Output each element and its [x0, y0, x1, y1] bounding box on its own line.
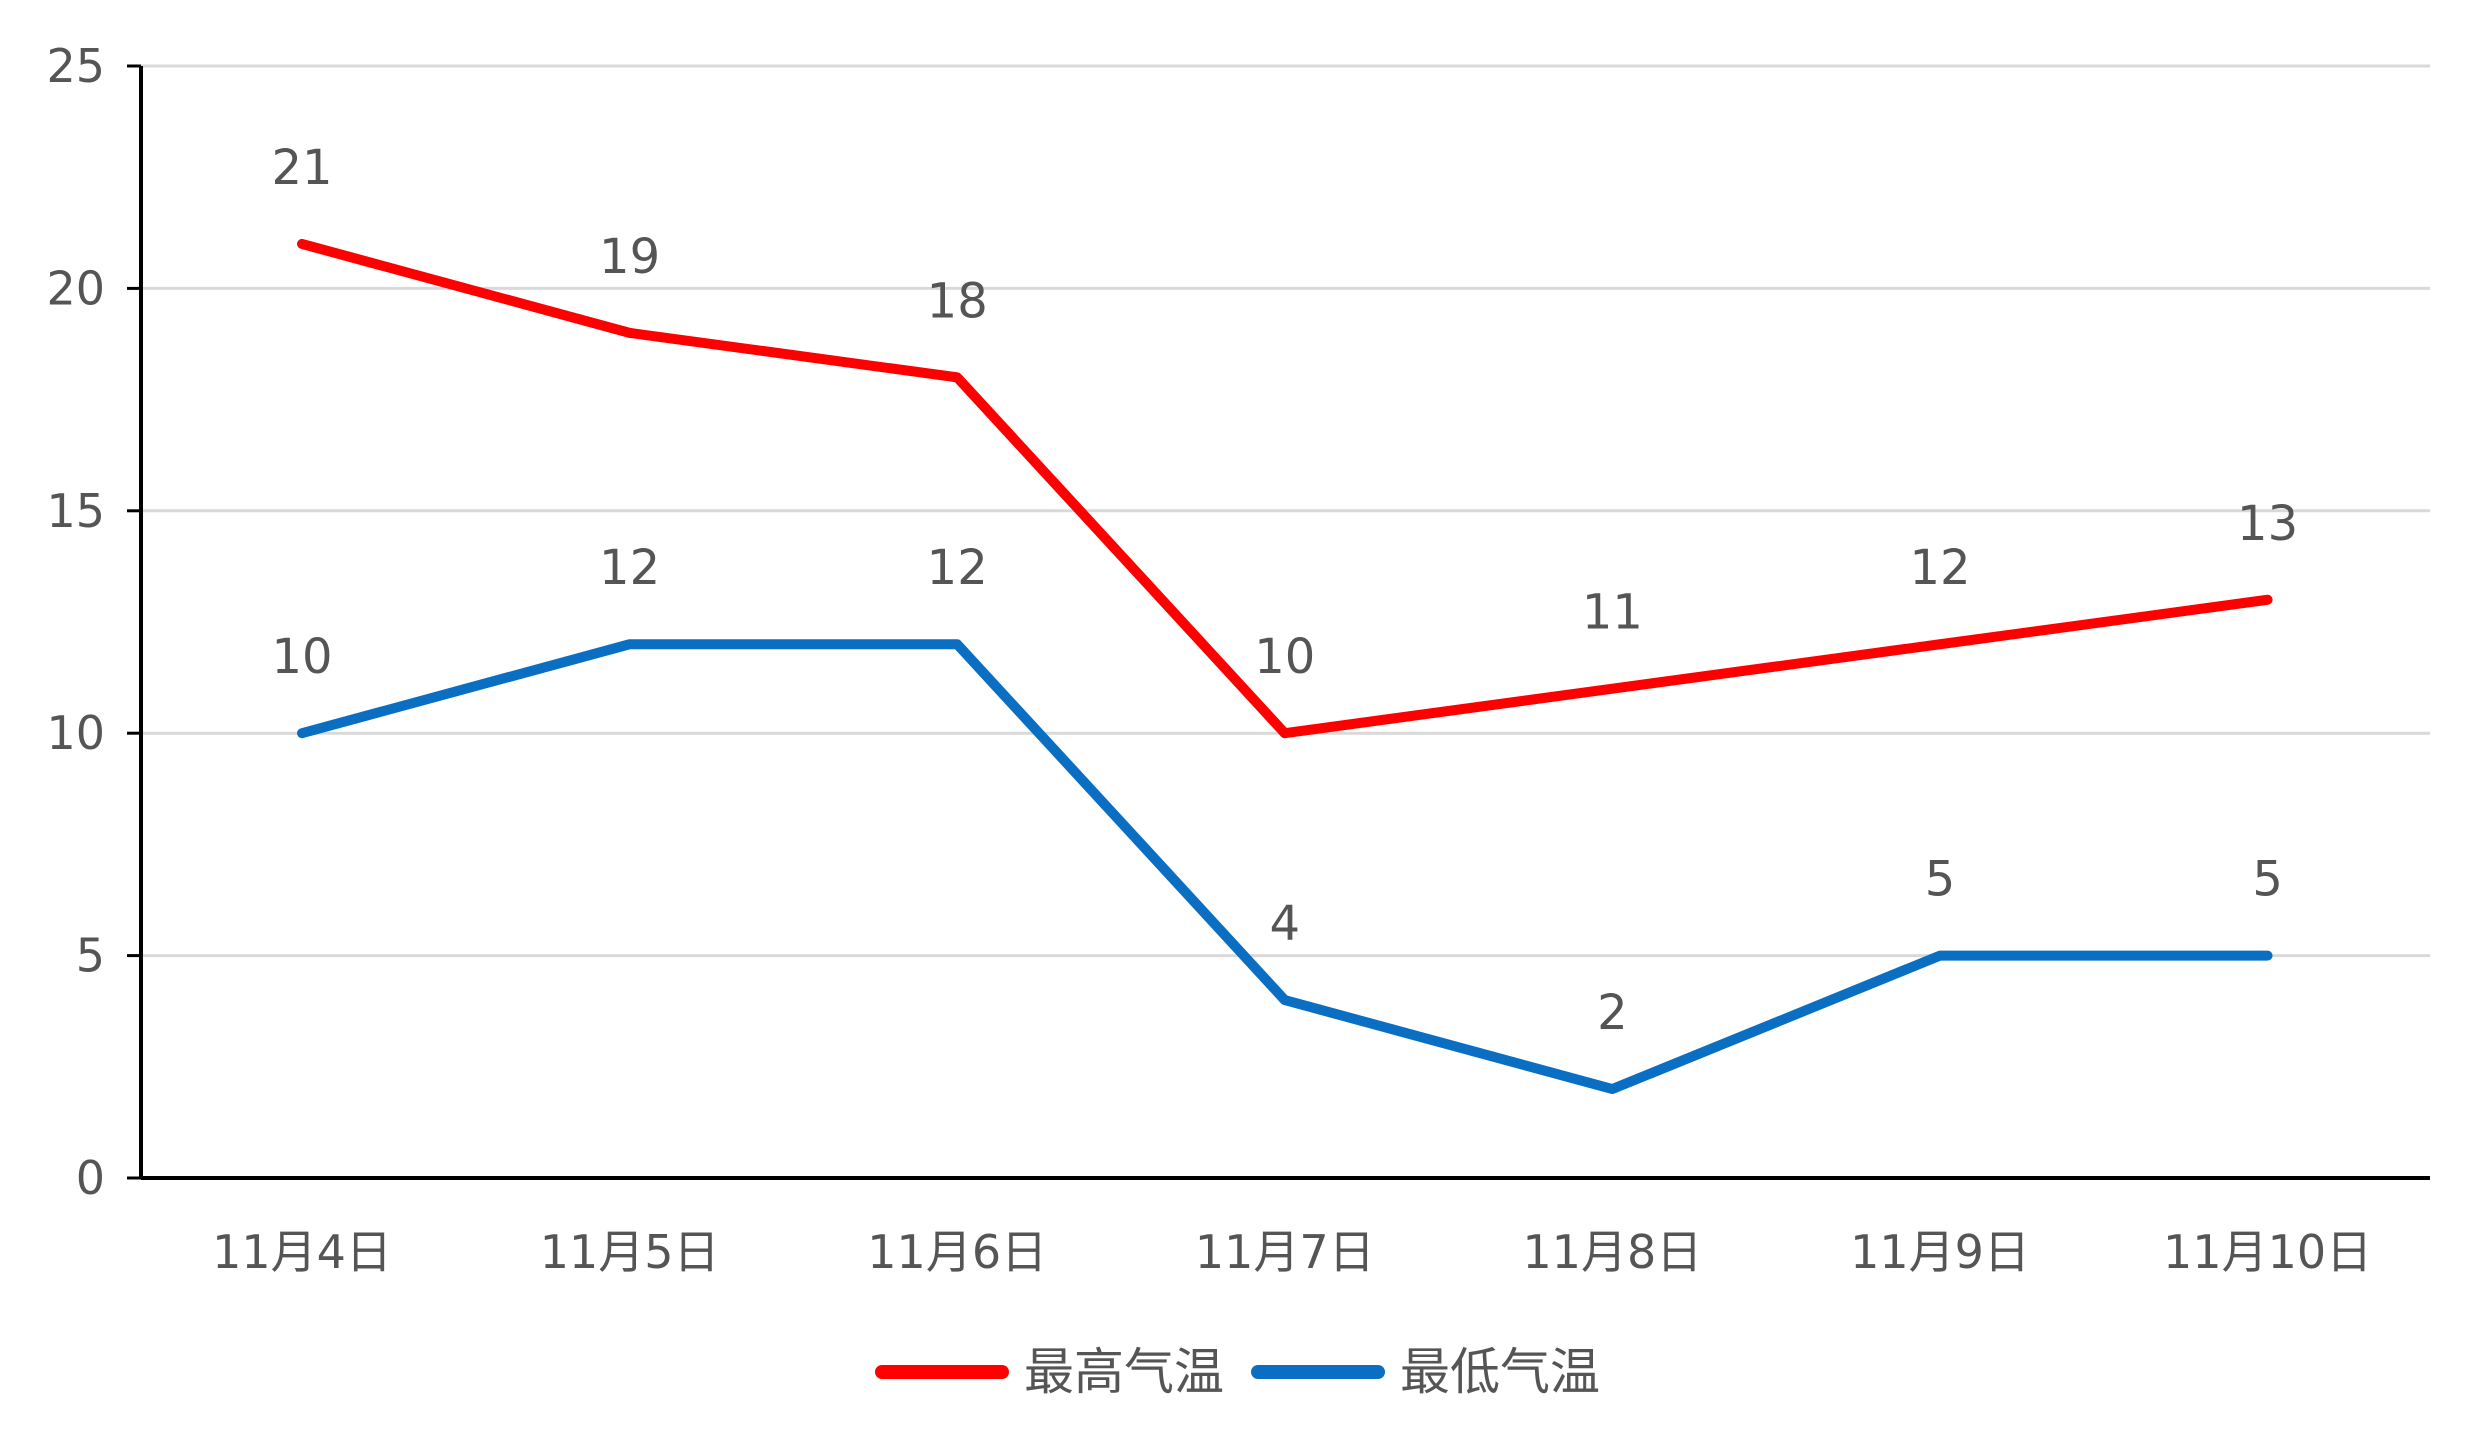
- series-lines: [297, 238, 2273, 1095]
- y-tick-label-5: 5: [76, 929, 105, 983]
- axes: [127, 64, 2430, 1180]
- data-label-s2-3: 12: [927, 540, 988, 596]
- x-tick-label-2: 11月5日: [540, 1225, 720, 1279]
- data-label-s1-6: 12: [1909, 540, 1970, 596]
- series-line-2: [297, 639, 2273, 1095]
- legend-label-2: 最低气温: [1400, 1343, 1600, 1401]
- data-label-s1-7: 13: [2237, 496, 2298, 552]
- data-label-s2-5: 2: [1597, 985, 1628, 1041]
- y-tick-label-25: 25: [46, 39, 105, 93]
- grid-lines: [141, 64, 2430, 958]
- y-tick-label-20: 20: [46, 261, 105, 315]
- y-tick-label-0: 0: [76, 1151, 105, 1205]
- x-tick-label-5: 11月8日: [1522, 1225, 1702, 1279]
- legend: 最高气温 最低气温: [875, 1343, 1600, 1401]
- x-tick-label-4: 11月7日: [1195, 1225, 1375, 1279]
- legend-label-1: 最高气温: [1024, 1343, 1224, 1401]
- data-label-s2-1: 10: [271, 629, 332, 685]
- x-tick-label-3: 11月6日: [867, 1225, 1047, 1279]
- data-label-s1-3: 18: [927, 273, 988, 329]
- y-tick-labels: 0 5 10 15 20 25: [46, 39, 105, 1205]
- y-tick-label-10: 10: [46, 706, 105, 760]
- data-label-s1-5: 11: [1582, 585, 1643, 641]
- x-tick-label-6: 11月9日: [1850, 1225, 2030, 1279]
- data-label-s1-2: 19: [599, 229, 660, 285]
- data-label-s2-4: 4: [1270, 896, 1301, 952]
- x-tick-labels: 11月4日 11月5日 11月6日 11月7日 11月8日 11月9日 11月10日: [212, 1225, 2372, 1279]
- data-label-s2-6: 5: [1925, 852, 1956, 908]
- x-tick-label-1: 11月4日: [212, 1225, 392, 1279]
- data-label-s1-4: 10: [1254, 629, 1315, 685]
- x-tick-label-7: 11月10日: [2163, 1225, 2372, 1279]
- y-tick-label-15: 15: [46, 484, 105, 538]
- data-label-s1-1: 21: [271, 140, 332, 196]
- data-label-s2-7: 5: [2252, 852, 2283, 908]
- data-labels: 21 19 18 10 11 12 13 10 12 12 4 2 5 5: [271, 140, 2298, 1041]
- data-label-s2-2: 12: [599, 540, 660, 596]
- series-line-1: [297, 238, 2273, 739]
